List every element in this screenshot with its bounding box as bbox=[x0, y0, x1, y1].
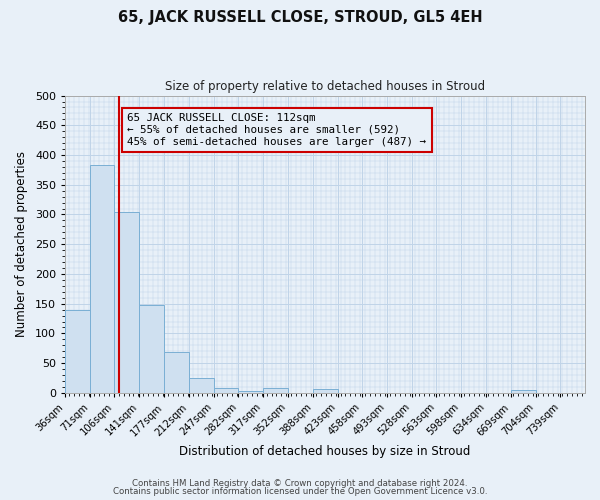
Text: 65 JACK RUSSELL CLOSE: 112sqm
← 55% of detached houses are smaller (592)
45% of : 65 JACK RUSSELL CLOSE: 112sqm ← 55% of d… bbox=[127, 114, 427, 146]
Bar bbox=[511, 390, 536, 393]
Bar bbox=[189, 378, 214, 393]
Bar bbox=[313, 390, 338, 393]
Text: 65, JACK RUSSELL CLOSE, STROUD, GL5 4EH: 65, JACK RUSSELL CLOSE, STROUD, GL5 4EH bbox=[118, 10, 482, 25]
Bar bbox=[90, 165, 115, 393]
Bar bbox=[65, 310, 90, 393]
Text: Contains HM Land Registry data © Crown copyright and database right 2024.: Contains HM Land Registry data © Crown c… bbox=[132, 478, 468, 488]
Bar bbox=[238, 390, 263, 393]
Bar bbox=[139, 305, 164, 393]
X-axis label: Distribution of detached houses by size in Stroud: Distribution of detached houses by size … bbox=[179, 444, 471, 458]
Title: Size of property relative to detached houses in Stroud: Size of property relative to detached ho… bbox=[165, 80, 485, 93]
Bar bbox=[214, 388, 238, 393]
Bar bbox=[263, 388, 288, 393]
Text: Contains public sector information licensed under the Open Government Licence v3: Contains public sector information licen… bbox=[113, 487, 487, 496]
Bar bbox=[115, 212, 139, 393]
Y-axis label: Number of detached properties: Number of detached properties bbox=[15, 151, 28, 337]
Bar bbox=[164, 352, 189, 393]
